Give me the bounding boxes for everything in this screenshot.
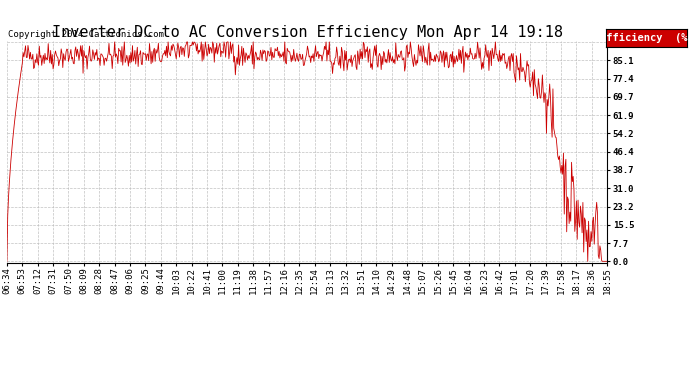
Title: Inverter DC to AC Conversion Efficiency Mon Apr 14 19:18: Inverter DC to AC Conversion Efficiency … [52, 25, 562, 40]
Text: Copyright 2014 Cartronics.com: Copyright 2014 Cartronics.com [8, 30, 164, 39]
Text: Efficiency  (%): Efficiency (%) [600, 33, 690, 43]
